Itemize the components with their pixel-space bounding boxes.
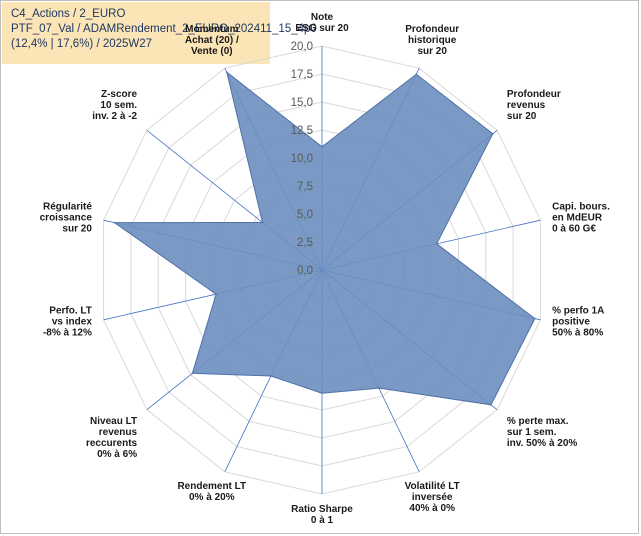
tick-label: 10,0 xyxy=(291,153,313,165)
axis-label-line: -8% à 12% xyxy=(43,328,92,339)
axis-label-line: positive xyxy=(552,317,590,328)
axis-label-line: Régularité xyxy=(43,201,92,212)
data-point xyxy=(215,293,217,296)
axis-label-line: ESG sur 20 xyxy=(295,23,349,34)
data-point xyxy=(435,243,438,245)
axis-label-line: inv. 2 à -2 xyxy=(92,111,137,122)
tick-label: 0,0 xyxy=(297,265,313,277)
axis-label-line: 0 à 60 G€ xyxy=(552,223,596,234)
axis-label-line: Rendement LT xyxy=(177,481,246,492)
axis-label-line: Z-score xyxy=(101,89,138,100)
header-line-1: C4_Actions / 2_EURO xyxy=(11,8,126,20)
data-point xyxy=(321,392,323,395)
axis-label-line: revenus xyxy=(507,100,546,111)
axis-label-line: Profondeur xyxy=(507,89,561,100)
tick-label: 17,5 xyxy=(291,69,313,81)
axis-label-line: croissance xyxy=(40,212,93,223)
axis-label-line: 0% à 6% xyxy=(97,449,137,460)
data-point xyxy=(534,317,536,320)
axis-label: % perte max.sur 1 sem.inv. 50% à 20% xyxy=(507,416,578,449)
tick-label: 20,0 xyxy=(291,41,313,53)
series-polygon xyxy=(112,70,536,406)
data-point xyxy=(261,221,264,224)
axis-label-line: Momentum xyxy=(185,24,238,35)
header-line-2: PTF_07_Val / ADAMRendement_2_EURO_202411… xyxy=(11,23,317,35)
tick-label: 2,5 xyxy=(297,237,313,249)
tick-label: 12,5 xyxy=(291,125,313,137)
tick-label: 5,0 xyxy=(297,209,313,221)
header-line-3: (12,4% | 17,6%) / 2025W27 xyxy=(11,38,153,50)
axis-label: Rendement LT0% à 20% xyxy=(177,481,246,503)
tick-label: 7,5 xyxy=(297,181,313,193)
axis-label-line: Niveau LT xyxy=(90,416,137,427)
data-point xyxy=(492,133,494,135)
axis-label-line: sur 20 xyxy=(417,46,447,57)
axis-label-line: % perte max. xyxy=(507,416,569,427)
axis-label-line: 0% à 20% xyxy=(189,492,235,503)
axis-label-line: Capi. bours. xyxy=(552,201,610,212)
axis-label-line: inversée xyxy=(412,492,453,503)
data-point xyxy=(191,372,194,375)
header-info-box: C4_Actions / 2_EURO PTF_07_Val / ADAMRen… xyxy=(2,2,317,64)
axis-label-line: % perfo 1A xyxy=(552,306,604,317)
axis-label-line: Note xyxy=(311,12,334,23)
axis-label-line: 50% à 80% xyxy=(552,328,603,339)
axis-label-line: sur 1 sem. xyxy=(507,427,557,438)
axis-label-line: Profondeur xyxy=(405,24,459,35)
axis-label-line: 10 sem. xyxy=(100,100,137,111)
data-point xyxy=(226,71,228,73)
axis-label-line: 0 à 1 xyxy=(311,515,334,526)
data-point xyxy=(378,387,380,389)
axis-label-line: sur 20 xyxy=(507,111,537,122)
axis-label-line: 40% à 0% xyxy=(409,503,455,514)
data-point xyxy=(270,375,272,377)
axis-label-line: revenus xyxy=(99,427,138,438)
data-point xyxy=(321,146,323,148)
data-point xyxy=(113,221,116,224)
tick-label: 15,0 xyxy=(291,97,313,109)
axis-label-line: Ratio Sharpe xyxy=(291,504,353,515)
axis-label-line: reccurents xyxy=(86,438,138,449)
axis-label-line: en MdEUR xyxy=(552,212,603,223)
data-point xyxy=(490,404,492,406)
data-point xyxy=(415,73,418,75)
axis-label-line: vs index xyxy=(52,317,92,328)
axis-label-line: Vente (0) xyxy=(191,46,233,57)
axis-label-line: historique xyxy=(408,35,457,46)
axis-label-line: sur 20 xyxy=(62,223,92,234)
axis-label-line: Perfo. LT xyxy=(49,306,92,317)
axis-label-line: Volatilité LT xyxy=(405,481,460,492)
axis-label-line: inv. 50% à 20% xyxy=(507,438,578,449)
axis-label-line: Achat (20) / xyxy=(185,35,239,46)
